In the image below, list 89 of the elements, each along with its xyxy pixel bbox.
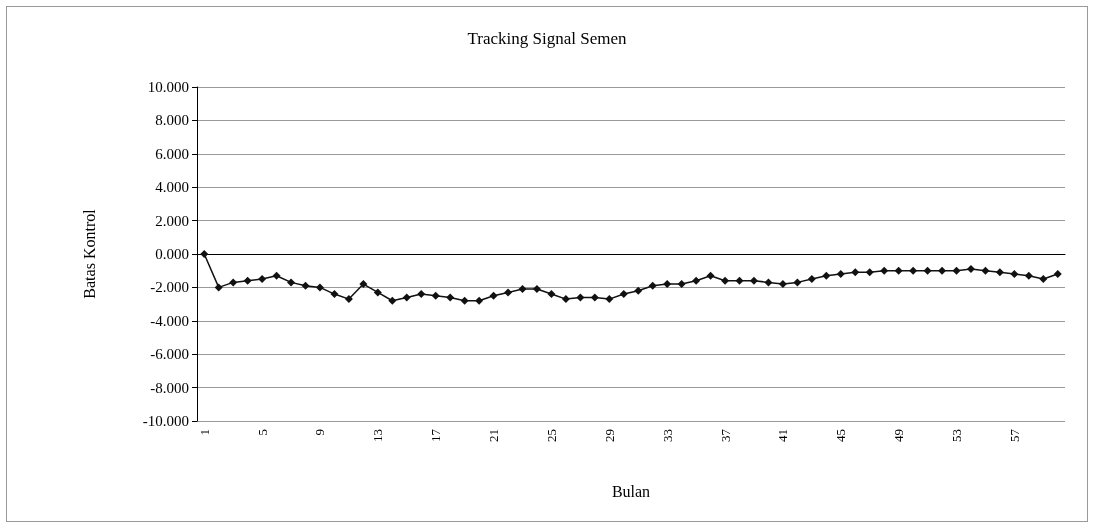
point bbox=[1039, 275, 1048, 284]
point bbox=[778, 280, 787, 289]
point bbox=[749, 276, 758, 285]
y-tick-label: -10.000 bbox=[142, 413, 189, 429]
point bbox=[547, 290, 556, 299]
point bbox=[315, 283, 324, 292]
y-tick-label: 8.000 bbox=[155, 112, 189, 129]
point bbox=[793, 278, 802, 287]
point bbox=[417, 290, 426, 299]
point bbox=[677, 280, 686, 289]
x-tick-label: 41 bbox=[775, 429, 791, 442]
y-tick-label: -4.000 bbox=[150, 312, 189, 329]
point bbox=[287, 278, 296, 287]
point bbox=[880, 266, 889, 275]
point bbox=[909, 266, 918, 275]
point bbox=[619, 290, 628, 299]
x-tick-label: 45 bbox=[833, 429, 849, 442]
x-tick-label: 1 bbox=[196, 429, 212, 436]
chart-title: Tracking Signal Semen bbox=[467, 29, 627, 48]
point bbox=[373, 288, 382, 297]
point bbox=[344, 295, 353, 304]
point bbox=[865, 268, 874, 277]
point bbox=[402, 293, 411, 302]
y-axis-title: Batas Kontrol bbox=[80, 208, 98, 299]
x-tick-label: 13 bbox=[370, 429, 386, 442]
point bbox=[460, 296, 469, 305]
point bbox=[952, 266, 961, 275]
point bbox=[995, 268, 1004, 277]
point bbox=[692, 276, 701, 285]
point bbox=[764, 278, 773, 287]
point bbox=[561, 295, 570, 304]
point bbox=[648, 281, 657, 290]
point bbox=[388, 296, 397, 305]
point bbox=[663, 280, 672, 289]
point bbox=[1053, 270, 1062, 279]
point bbox=[634, 286, 643, 295]
x-tick-label: 33 bbox=[659, 429, 675, 442]
point bbox=[359, 280, 368, 289]
x-tick-label: 57 bbox=[1006, 428, 1022, 442]
point bbox=[706, 271, 715, 280]
x-tick-label: 17 bbox=[428, 428, 444, 442]
point bbox=[576, 293, 585, 302]
point bbox=[807, 275, 816, 284]
point bbox=[258, 275, 267, 284]
point bbox=[735, 276, 744, 285]
point bbox=[504, 288, 513, 297]
x-tick-label: 37 bbox=[717, 428, 733, 442]
y-tick-label: 0.000 bbox=[155, 246, 189, 262]
point bbox=[229, 278, 238, 287]
y-tick-label: 6.000 bbox=[155, 145, 189, 162]
x-tick-label: 21 bbox=[486, 429, 502, 442]
y-tick-label: 4.000 bbox=[155, 179, 189, 196]
point bbox=[532, 285, 541, 294]
point bbox=[1024, 271, 1033, 280]
point bbox=[475, 296, 484, 305]
y-tick-label: -8.000 bbox=[150, 379, 189, 396]
x-tick-label: 53 bbox=[949, 429, 964, 442]
point bbox=[200, 250, 209, 258]
x-tick-label: 9 bbox=[312, 429, 328, 436]
y-tick-label: 2.000 bbox=[155, 212, 189, 229]
point bbox=[822, 271, 831, 280]
point bbox=[243, 276, 252, 285]
point bbox=[981, 266, 990, 275]
point bbox=[301, 281, 310, 290]
point bbox=[938, 266, 947, 275]
point bbox=[836, 270, 845, 279]
y-tick-label: -2.000 bbox=[150, 279, 189, 296]
point bbox=[923, 266, 932, 275]
point bbox=[214, 283, 223, 292]
point bbox=[590, 293, 599, 302]
point bbox=[518, 285, 527, 294]
point bbox=[446, 293, 455, 302]
y-tick-label: 10.000 bbox=[147, 79, 189, 95]
point bbox=[721, 276, 730, 285]
point bbox=[605, 295, 614, 304]
y-tick-label: -6.000 bbox=[150, 346, 189, 363]
point bbox=[1010, 270, 1019, 279]
x-axis-title: Bulan bbox=[611, 482, 651, 500]
x-tick-label: 29 bbox=[601, 429, 617, 442]
point bbox=[431, 291, 440, 300]
point bbox=[330, 290, 339, 299]
point bbox=[489, 291, 498, 300]
x-tick-label: 5 bbox=[254, 429, 270, 436]
x-tick-label: 49 bbox=[891, 429, 907, 442]
point bbox=[894, 266, 903, 275]
point bbox=[851, 268, 860, 277]
point bbox=[272, 271, 281, 280]
x-tick-label: 25 bbox=[543, 429, 559, 442]
point bbox=[966, 265, 975, 274]
